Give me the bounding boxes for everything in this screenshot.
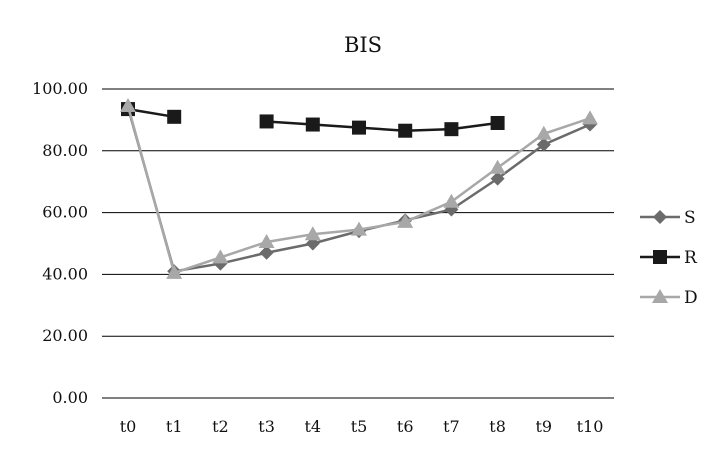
data-point xyxy=(444,122,459,137)
data-point xyxy=(352,120,366,135)
y-tick-label: 40.00 xyxy=(42,264,88,283)
x-tick-label: t2 xyxy=(212,417,229,436)
x-tick-label: t5 xyxy=(351,417,368,436)
data-point xyxy=(398,123,413,138)
legend-marker xyxy=(653,250,667,264)
data-point xyxy=(212,249,229,264)
x-tick-label: t0 xyxy=(120,417,137,436)
x-tick-label: t1 xyxy=(166,417,183,436)
legend: SRD xyxy=(640,208,698,308)
data-point xyxy=(582,110,598,125)
data-point xyxy=(305,117,320,132)
data-point xyxy=(535,125,552,140)
data-point xyxy=(120,97,136,112)
data-point xyxy=(489,159,506,174)
data-point xyxy=(443,193,460,208)
data-point xyxy=(304,226,321,241)
y-tick-label: 0.00 xyxy=(52,388,88,407)
data-point xyxy=(258,233,275,248)
data-point xyxy=(259,245,274,260)
chart-title: BIS xyxy=(344,33,382,57)
x-tick-label: t6 xyxy=(397,417,414,436)
x-tick-label: t10 xyxy=(577,417,604,436)
y-tick-label: 80.00 xyxy=(42,141,88,160)
legend-label: D xyxy=(684,288,698,308)
series-line xyxy=(127,107,175,119)
data-point xyxy=(490,115,505,130)
data-point xyxy=(166,264,183,279)
legend-marker xyxy=(653,210,667,224)
x-tick-label: t4 xyxy=(304,417,321,436)
x-tick-label: t8 xyxy=(489,417,506,436)
x-axis-labels: t0 t1 t2 t3 t4 t5 t6 t7 t8 t9 t10 xyxy=(120,417,604,436)
x-tick-label: t9 xyxy=(535,417,552,436)
legend-item-R: R xyxy=(640,248,698,268)
x-tick-label: t3 xyxy=(258,417,275,436)
y-axis-labels: 0.00 20.00 40.00 60.00 80.00 100.00 xyxy=(32,79,88,407)
series-D xyxy=(120,97,598,279)
data-point xyxy=(536,137,551,152)
legend-item-S: S xyxy=(640,208,696,228)
series-line xyxy=(266,120,498,132)
y-tick-label: 60.00 xyxy=(42,203,88,222)
data-point xyxy=(351,221,367,236)
series-R xyxy=(121,102,505,138)
legend-label: R xyxy=(684,248,698,268)
data-point xyxy=(259,114,274,129)
data-point xyxy=(167,109,182,124)
y-tick-label: 100.00 xyxy=(32,79,88,98)
x-tick-label: t7 xyxy=(443,417,460,436)
legend-label: S xyxy=(684,208,696,228)
series-group xyxy=(120,97,598,279)
data-point xyxy=(490,171,505,186)
gridlines xyxy=(102,88,614,399)
legend-item-D: D xyxy=(640,288,698,308)
y-tick-label: 20.00 xyxy=(42,326,88,345)
data-point xyxy=(397,213,414,228)
legend-marker xyxy=(652,289,668,303)
